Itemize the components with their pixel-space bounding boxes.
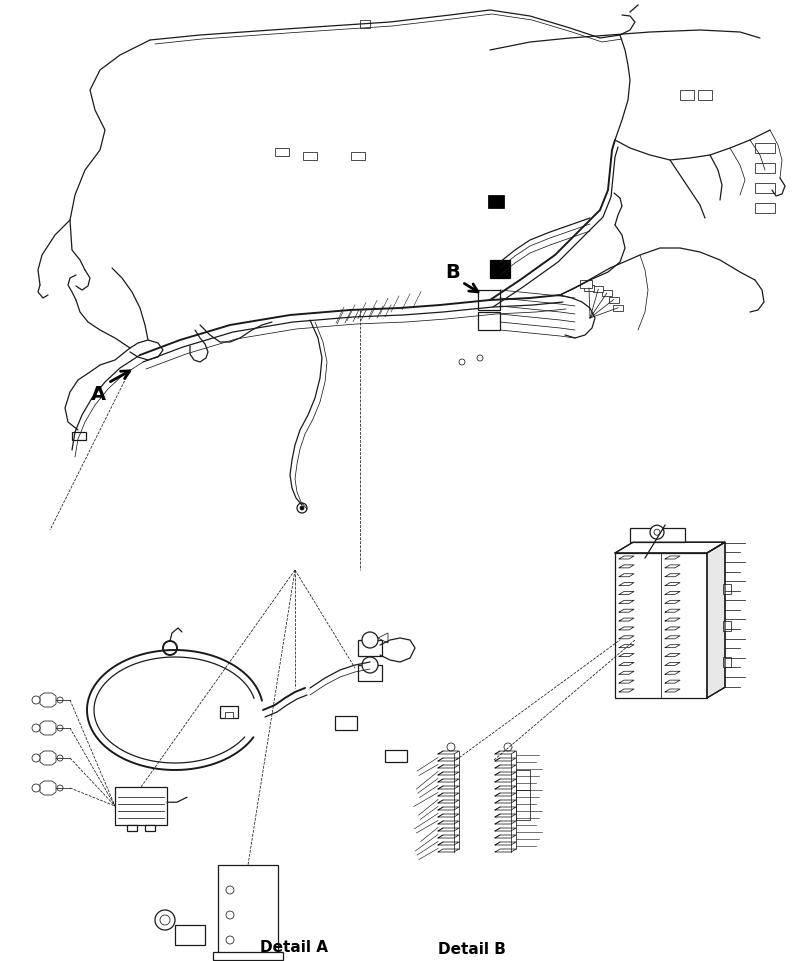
Text: B: B — [446, 262, 460, 282]
Bar — [225, 712, 233, 718]
Bar — [755, 183, 775, 193]
Polygon shape — [378, 633, 388, 643]
Bar — [145, 825, 155, 831]
Bar — [755, 203, 775, 213]
Circle shape — [477, 355, 483, 361]
Bar — [303, 152, 317, 160]
Polygon shape — [358, 640, 382, 656]
Bar — [275, 148, 289, 156]
Bar — [723, 656, 731, 667]
Circle shape — [362, 657, 378, 673]
Bar — [175, 925, 205, 945]
Polygon shape — [40, 781, 56, 795]
Circle shape — [57, 755, 63, 761]
Circle shape — [459, 359, 465, 365]
Bar — [351, 152, 365, 160]
Circle shape — [57, 725, 63, 731]
Polygon shape — [358, 665, 382, 681]
Polygon shape — [115, 787, 167, 825]
Bar — [335, 716, 357, 730]
Bar — [360, 20, 370, 28]
Bar — [584, 285, 594, 291]
Bar — [516, 770, 530, 790]
Circle shape — [504, 743, 512, 751]
Bar — [755, 143, 775, 153]
Circle shape — [297, 503, 307, 513]
Bar — [723, 621, 731, 630]
Polygon shape — [490, 260, 510, 278]
Bar — [478, 312, 500, 330]
Circle shape — [650, 526, 664, 539]
Circle shape — [160, 915, 170, 925]
Circle shape — [362, 632, 378, 648]
Bar — [698, 90, 712, 100]
Polygon shape — [40, 721, 56, 735]
Circle shape — [654, 530, 660, 535]
Polygon shape — [40, 751, 56, 765]
Polygon shape — [218, 865, 278, 960]
Bar — [72, 432, 86, 440]
Circle shape — [32, 754, 40, 762]
Circle shape — [32, 784, 40, 792]
Polygon shape — [615, 542, 725, 553]
Circle shape — [57, 785, 63, 791]
Text: Detail B: Detail B — [438, 942, 506, 957]
Text: A: A — [90, 385, 105, 405]
Circle shape — [155, 910, 175, 930]
Text: Detail A: Detail A — [260, 940, 328, 955]
Circle shape — [226, 911, 234, 919]
Circle shape — [447, 743, 455, 751]
Bar — [213, 952, 283, 960]
Circle shape — [226, 936, 234, 944]
Bar — [755, 163, 775, 173]
Circle shape — [32, 724, 40, 732]
Bar — [478, 290, 500, 310]
Bar — [602, 290, 611, 296]
Circle shape — [300, 506, 304, 510]
Bar — [680, 90, 694, 100]
Bar — [615, 553, 707, 698]
Circle shape — [163, 641, 177, 655]
Circle shape — [57, 697, 63, 703]
Bar — [385, 750, 407, 762]
Circle shape — [226, 886, 234, 894]
Polygon shape — [707, 542, 725, 698]
Bar — [593, 286, 604, 292]
Polygon shape — [488, 195, 504, 208]
Bar — [516, 790, 530, 820]
Bar — [630, 529, 685, 542]
Bar — [580, 280, 592, 288]
Bar — [608, 297, 619, 303]
Polygon shape — [40, 693, 56, 707]
Bar — [127, 825, 137, 831]
Bar — [723, 584, 731, 594]
Circle shape — [32, 696, 40, 704]
Bar — [220, 706, 238, 718]
Bar — [613, 305, 623, 310]
